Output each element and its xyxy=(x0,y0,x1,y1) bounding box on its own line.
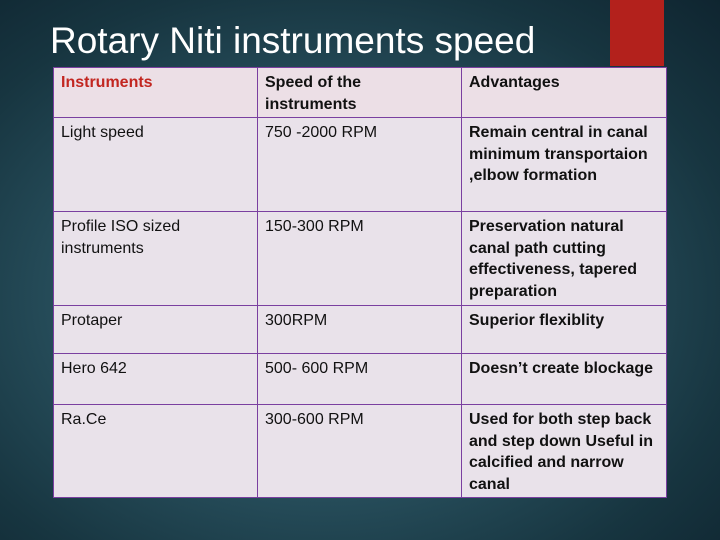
speed-cell: 150-300 RPM xyxy=(257,211,462,306)
table-row: Light speed 750 -2000 RPM Remain central… xyxy=(53,117,667,212)
speed-table: Instruments Speed of the instruments Adv… xyxy=(53,67,667,498)
advantages-cell: Doesn’t create blockage xyxy=(461,353,667,405)
table-row: Ra.Ce 300-600 RPM Used for both step bac… xyxy=(53,404,667,498)
instrument-cell: Light speed xyxy=(53,117,258,212)
advantages-cell: Superior flexiblity xyxy=(461,305,667,354)
advantages-cell: Used for both step back and step down Us… xyxy=(461,404,667,498)
accent-bar xyxy=(610,0,664,66)
table-header-row: Instruments Speed of the instruments Adv… xyxy=(53,67,667,118)
instrument-cell: Profile ISO sized instruments xyxy=(53,211,258,306)
header-instruments: Instruments xyxy=(53,67,258,118)
instrument-cell: Ra.Ce xyxy=(53,404,258,498)
table-row: Protaper 300RPM Superior flexiblity xyxy=(53,305,667,354)
header-advantages: Advantages xyxy=(461,67,667,118)
speed-cell: 300RPM xyxy=(257,305,462,354)
header-speed: Speed of the instruments xyxy=(257,67,462,118)
instrument-cell: Protaper xyxy=(53,305,258,354)
speed-cell: 750 -2000 RPM xyxy=(257,117,462,212)
speed-cell: 500- 600 RPM xyxy=(257,353,462,405)
instrument-cell: Hero 642 xyxy=(53,353,258,405)
speed-cell: 300-600 RPM xyxy=(257,404,462,498)
table-row: Hero 642 500- 600 RPM Doesn’t create blo… xyxy=(53,353,667,405)
advantages-cell: Remain central in canal minimum transpor… xyxy=(461,117,667,212)
slide-title: Rotary Niti instruments speed xyxy=(50,20,536,61)
table-row: Profile ISO sized instruments 150-300 RP… xyxy=(53,211,667,306)
advantages-cell: Preservation natural canal path cutting … xyxy=(461,211,667,306)
